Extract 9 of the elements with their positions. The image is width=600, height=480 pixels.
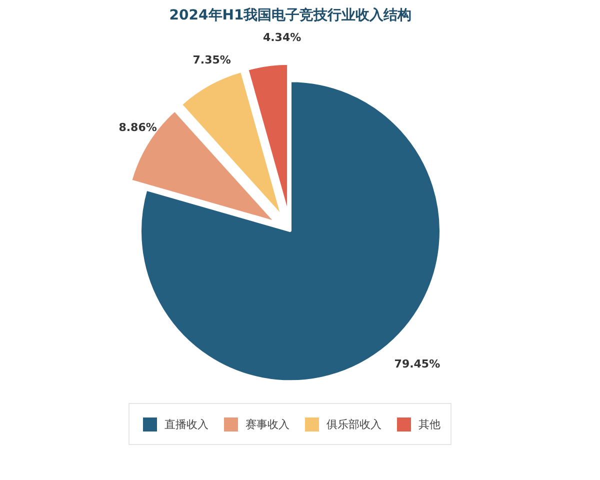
legend-label: 俱乐部收入 xyxy=(326,416,382,432)
data-label: 4.34% xyxy=(262,31,302,44)
legend-label: 直播收入 xyxy=(164,416,208,432)
data-label: 79.45% xyxy=(394,358,440,371)
legend-label: 赛事收入 xyxy=(246,416,290,432)
data-label: 8.86% xyxy=(118,121,157,134)
data-label: 7.35% xyxy=(192,53,231,66)
legend-label: 其他 xyxy=(418,416,440,432)
chart-title: 2024年H1我国电子竞技行业收入结构 xyxy=(169,6,412,24)
